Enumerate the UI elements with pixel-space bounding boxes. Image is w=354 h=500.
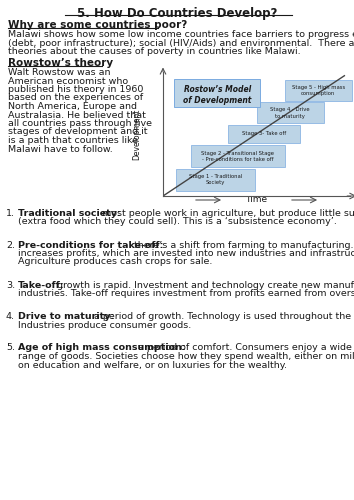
FancyBboxPatch shape [285,80,352,101]
Text: Walt Rowstow was an: Walt Rowstow was an [8,68,110,77]
Text: (extra food which they could sell). This is a ‘subsistence economy’.: (extra food which they could sell). This… [18,218,337,226]
Text: Age of high mass consumption:: Age of high mass consumption: [18,344,185,352]
Text: Rostow’s Model: Rostow’s Model [184,85,251,94]
FancyBboxPatch shape [176,168,255,191]
Text: of Development: of Development [183,96,251,105]
Text: theories about the causes of poverty in countries like Malawi.: theories about the causes of poverty in … [8,47,301,56]
Text: Stage 4 - Drive
to maturity: Stage 4 - Drive to maturity [270,108,310,118]
FancyBboxPatch shape [174,80,260,106]
Text: Stage 3- Take off: Stage 3- Take off [242,132,286,136]
Text: American economist who: American economist who [8,76,128,86]
Text: there’s a shift from farming to manufacturing. Trade: there’s a shift from farming to manufact… [131,240,354,250]
Text: Australasia. He believed that: Australasia. He believed that [8,110,146,120]
Text: Agriculture produces cash crops for sale.: Agriculture produces cash crops for sale… [18,258,212,266]
Text: Take-off:: Take-off: [18,280,65,289]
Text: a period of comfort. Consumers enjoy a wide: a period of comfort. Consumers enjoy a w… [136,344,352,352]
Text: all countries pass through five: all countries pass through five [8,119,152,128]
Text: Traditional society:: Traditional society: [18,209,121,218]
Text: Industries produce consumer goods.: Industries produce consumer goods. [18,320,191,330]
Text: 3.: 3. [6,280,15,289]
Text: 5. How Do Countries Develop?: 5. How Do Countries Develop? [77,7,277,20]
Text: Time: Time [245,196,267,204]
Text: most people work in agriculture, but produce little surplus: most people work in agriculture, but pro… [99,209,354,218]
Text: Stage 5 - High mass
consumption: Stage 5 - High mass consumption [292,85,345,96]
Text: 5.: 5. [6,344,15,352]
Text: based on the experiences of: based on the experiences of [8,94,143,102]
Text: range of goods. Societies choose how they spend wealth, either on military stren: range of goods. Societies choose how the… [18,352,354,361]
Text: Drive to maturity:: Drive to maturity: [18,312,114,321]
Text: Malawi shows how some low income countries face barriers to progress e.g. econom: Malawi shows how some low income countri… [8,30,354,39]
Text: (debt, poor infrastructure); social (HIV/Aids) and environmental.  There are dif: (debt, poor infrastructure); social (HIV… [8,38,354,48]
FancyBboxPatch shape [257,102,324,124]
Text: Rowstow’s theory: Rowstow’s theory [8,58,113,68]
Text: industries. Take-off requires investment from profits earned from overseas trade: industries. Take-off requires investment… [18,289,354,298]
Text: Stage 2 - Transitional Stage
- Pre-conditions for take off: Stage 2 - Transitional Stage - Pre-condi… [201,150,274,162]
Text: stages of development and it: stages of development and it [8,128,148,136]
Text: published his theory in 1960: published his theory in 1960 [8,85,143,94]
Text: a period of growth. Technology is used throughout the economy.: a period of growth. Technology is used t… [91,312,354,321]
Text: Stage 1 - Traditional
Society: Stage 1 - Traditional Society [189,174,242,186]
Text: Pre-conditions for take-off:: Pre-conditions for take-off: [18,240,164,250]
Text: North America, Europe and: North America, Europe and [8,102,137,111]
Text: Malawi have to follow.: Malawi have to follow. [8,144,113,154]
Text: 2.: 2. [6,240,15,250]
Text: Why are some countries poor?: Why are some countries poor? [8,20,187,30]
Text: 4.: 4. [6,312,15,321]
Text: increases profits, which are invested into new industries and infrastructure.: increases profits, which are invested in… [18,249,354,258]
Text: 1.: 1. [6,209,15,218]
FancyBboxPatch shape [191,145,285,168]
Text: is a path that countries like: is a path that countries like [8,136,138,145]
FancyBboxPatch shape [228,126,299,142]
Text: on education and welfare, or on luxuries for the wealthy.: on education and welfare, or on luxuries… [18,360,287,370]
Text: growth is rapid. Investment and technology create new manufacturing: growth is rapid. Investment and technolo… [55,280,354,289]
Text: Development: Development [132,108,141,160]
